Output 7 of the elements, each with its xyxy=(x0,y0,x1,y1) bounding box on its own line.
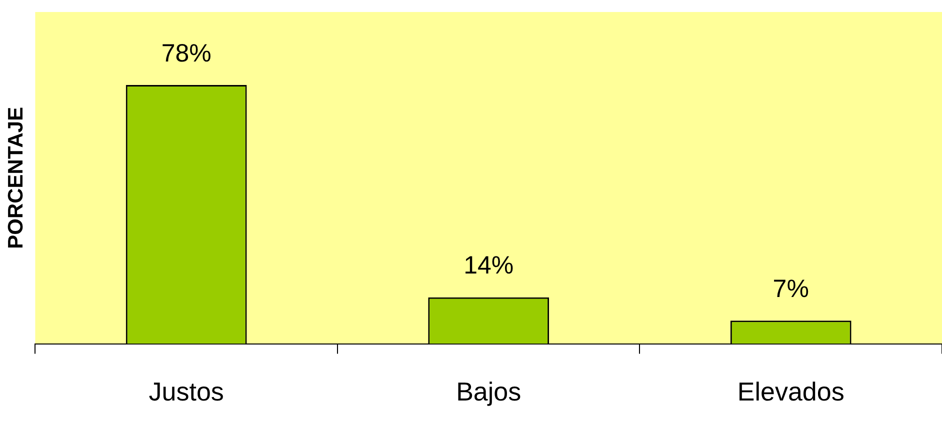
x-tick-label: Justos xyxy=(148,376,224,407)
y-axis-title: PORCENTAJE xyxy=(4,106,28,249)
x-tick-label: Elevados xyxy=(737,376,844,407)
data-label: 14% xyxy=(464,252,514,280)
data-label: 78% xyxy=(161,39,212,68)
x-tick-label: Bajos xyxy=(456,376,522,407)
data-label: 7% xyxy=(772,274,809,303)
